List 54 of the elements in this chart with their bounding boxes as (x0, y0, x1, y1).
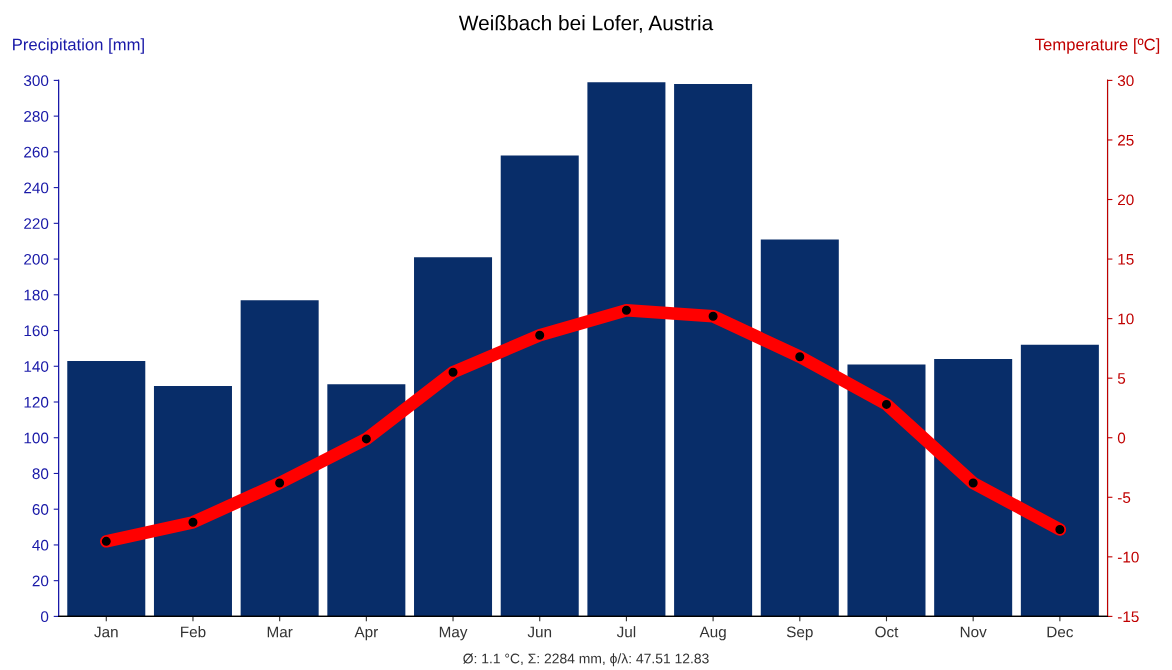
y-tick-label: 160 (24, 325, 49, 337)
x-tick-label: Apr (354, 626, 378, 641)
x-tick-label: Jan (94, 626, 118, 638)
bar (760, 239, 839, 617)
bar (414, 257, 493, 617)
y-tick-label: 60 (32, 504, 49, 515)
chart-title: Weißbach bei Lofer, Austria (458, 15, 714, 33)
x-tick-label: Oct (875, 626, 899, 638)
y2-tick-label: 10 (1118, 313, 1134, 325)
bar (1020, 344, 1099, 617)
y-axis-title: Precipitation [mm] (13, 38, 144, 54)
bar (674, 83, 753, 617)
bar (587, 82, 666, 617)
y-tick-label: 100 (24, 432, 49, 444)
x-tick-label: Sep (786, 626, 813, 641)
y-tick-label: 220 (24, 218, 49, 230)
y-tick-label: 40 (32, 539, 49, 551)
y2-tick-label: 15 (1118, 254, 1134, 265)
y-tick-label: 120 (24, 396, 49, 408)
y2-tick-label: 30 (1117, 75, 1134, 87)
y-tick-label: 240 (24, 182, 49, 194)
y-tick-label: 300 (23, 75, 49, 87)
x-tick-label: Dec (1047, 626, 1074, 638)
y2-axis-title: Temperature [ºC] (1035, 38, 1160, 54)
bar (327, 384, 406, 617)
bar (934, 359, 1013, 617)
y-tick-label: 280 (24, 111, 49, 122)
y-tick-label: 20 (32, 575, 49, 587)
y-tick-label: 0 (40, 611, 49, 623)
x-tick-label: Nov (960, 626, 987, 638)
y2-tick-label: 20 (1118, 194, 1134, 206)
y-tick-label: 260 (24, 146, 49, 158)
x-tick-label: Aug (699, 626, 726, 641)
y2-tick-label: 0 (1117, 432, 1126, 444)
y-tick-label: 180 (24, 289, 49, 301)
x-tick-label: Mar (267, 626, 293, 638)
y2-tick-label: -15 (1117, 611, 1139, 623)
bar (67, 360, 146, 617)
text: Ø: 1.1 °C, Σ: 2284 mm, ϕ/λ: 47.51 12.83 (463, 653, 709, 667)
bar (240, 300, 319, 617)
bar (153, 385, 232, 617)
y2-tick-label: 25 (1118, 134, 1134, 146)
x-tick-label: Jul (616, 626, 636, 638)
x-tick-label: Feb (181, 626, 206, 638)
bar (500, 155, 579, 617)
y-tick-label: 200 (24, 253, 49, 265)
y2-tick-label: -10 (1117, 551, 1139, 563)
x-tick-label: Jun (527, 626, 552, 638)
bar (847, 364, 926, 617)
y2-tick-label: -5 (1117, 492, 1131, 503)
y2-tick-label: 5 (1117, 373, 1126, 384)
y-tick-label: 80 (32, 468, 49, 480)
x-tick-label: May (439, 626, 468, 641)
y-tick-label: 140 (24, 361, 49, 372)
